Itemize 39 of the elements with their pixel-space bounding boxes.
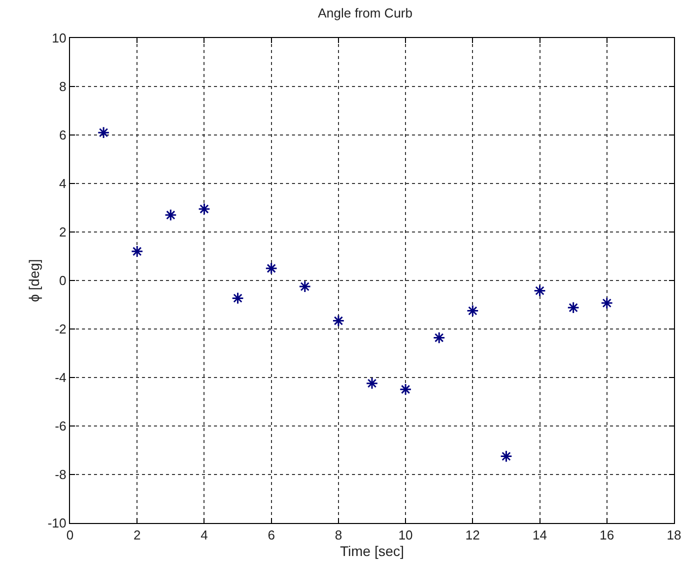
point [600, 296, 614, 310]
x-tick-label: 8 [334, 528, 342, 543]
point [500, 450, 512, 462]
x-tick-label: 16 [600, 528, 614, 543]
point [298, 280, 312, 293]
x-tick-label: 4 [200, 528, 208, 543]
y-tick-label: 2 [59, 224, 66, 240]
x-tick-label: 6 [268, 528, 275, 543]
point [198, 202, 210, 216]
y-tick-label: -2 [54, 322, 66, 337]
y-tick-label: 4 [59, 176, 66, 192]
point [164, 208, 177, 222]
point [399, 383, 412, 396]
x-tick-label: 2 [133, 528, 141, 543]
y-tick-label: -4 [54, 370, 66, 386]
y-tick-label: 10 [52, 30, 66, 46]
x-tick-label: 10 [398, 528, 413, 543]
y-tick-label: -8 [54, 467, 66, 482]
y-tick-label: -10 [48, 516, 66, 531]
point [567, 302, 580, 314]
point [366, 377, 378, 390]
x-tick-label: 14 [532, 528, 548, 543]
point [432, 332, 446, 344]
y-tick-label: 0 [59, 273, 66, 288]
point [332, 314, 345, 327]
y-tick-label: 8 [59, 79, 66, 94]
chart-title: Angle from Curb [318, 6, 412, 21]
point [265, 262, 278, 275]
point [534, 284, 546, 297]
x-tick-label: 18 [666, 528, 682, 543]
x-axis-title: Time [sec] [340, 542, 404, 559]
point [232, 292, 244, 304]
point [466, 304, 479, 317]
point [97, 126, 110, 139]
point [130, 245, 144, 258]
y-tick-label: 6 [59, 128, 66, 143]
y-tick-label: -6 [54, 418, 66, 434]
y-axis-title: ϕ [deg] [26, 259, 42, 302]
x-tick-label: 12 [465, 528, 480, 543]
